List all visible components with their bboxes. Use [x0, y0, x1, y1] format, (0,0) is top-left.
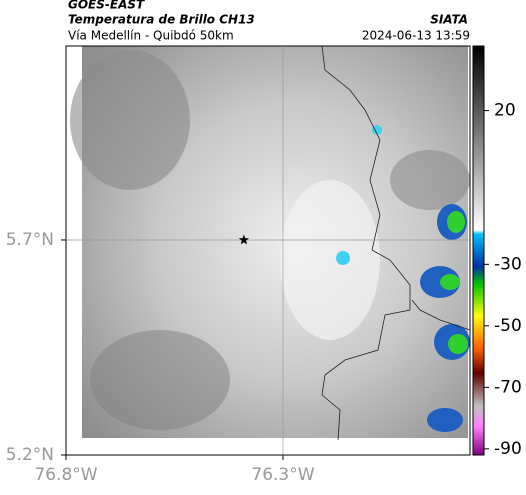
y-tick-label: 5.7°N [6, 230, 54, 250]
colorbar-tick-label: -50 [494, 316, 522, 336]
title: GOES-EAST [68, 0, 145, 12]
colorbar-tick-label: -30 [494, 254, 522, 274]
location-marker [238, 234, 250, 245]
map-frame [65, 45, 471, 456]
colorbar [472, 45, 485, 456]
route: Vía Medellín - Quibdó 50km [68, 29, 234, 43]
colorbar-tick-label: -70 [494, 377, 522, 397]
y-tick-label: 5.2°N [6, 445, 54, 465]
colorbar-tick-label: -90 [494, 439, 522, 459]
timestamp: 2024-06-13 13:59 [362, 29, 470, 43]
colorbar-tick-label: 20 [494, 101, 516, 121]
x-tick-label: 76.3°W [251, 465, 314, 485]
source: SIATA [430, 13, 468, 27]
subtitle: Temperatura de Brillo CH13 [68, 13, 255, 27]
x-tick-label: 76.8°W [34, 465, 97, 485]
imagery [70, 45, 471, 441]
